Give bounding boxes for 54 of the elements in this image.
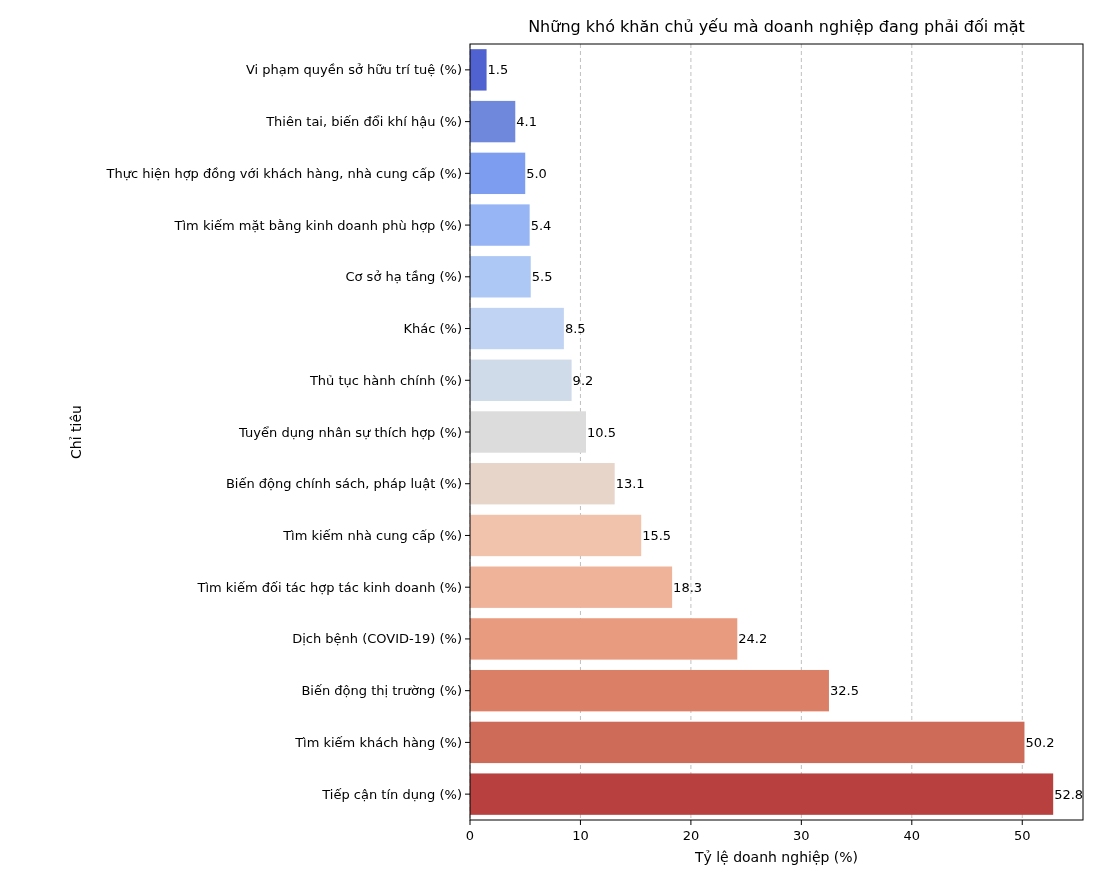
data-label: 5.0 — [526, 165, 547, 181]
x-tick-label: 30 — [793, 828, 810, 843]
bar — [470, 463, 615, 505]
bar — [470, 359, 572, 401]
bar — [470, 204, 530, 246]
bar — [470, 49, 487, 91]
data-label: 5.4 — [530, 217, 552, 233]
data-label: 1.5 — [487, 62, 509, 78]
y-tick-label: Vi phạm quyền sở hữu trí tuệ (%) — [245, 62, 462, 78]
x-tick-label: 40 — [903, 828, 921, 843]
data-label: 13.1 — [615, 476, 645, 492]
y-tick-label: Tìm kiếm nhà cung cấp (%) — [282, 527, 462, 543]
y-tick-label: Khác (%) — [403, 321, 462, 337]
bar — [470, 411, 586, 453]
data-label: 15.5 — [642, 527, 672, 543]
bar — [470, 100, 516, 143]
data-label: 24.2 — [738, 631, 768, 647]
data-label: 4.1 — [516, 114, 537, 130]
x-tick-label: 10 — [572, 828, 589, 843]
bar — [470, 307, 564, 350]
bar — [470, 721, 1025, 764]
data-label: 9.2 — [572, 372, 594, 388]
y-tick-label: Tìm kiếm khách hàng (%) — [294, 734, 462, 750]
data-label: 5.5 — [531, 269, 553, 285]
y-tick-label: Tìm kiếm đối tác hợp tác kinh doanh (%) — [196, 579, 462, 595]
data-label: 18.3 — [673, 579, 703, 595]
bar — [470, 566, 673, 608]
x-tick-label: 0 — [465, 828, 475, 843]
y-tick-label: Tuyển dụng nhân sự thích hợp (%) — [238, 424, 462, 440]
bar — [470, 256, 531, 298]
y-tick-label: Thực hiện hợp đồng với khách hàng, nhà cung cấp (%) — [105, 165, 462, 181]
y-tick-label: Tìm kiếm mặt bằng kinh doanh phù hợp (%) — [173, 217, 462, 233]
y-tick-label: Thủ tục hành chính (%) — [308, 372, 462, 388]
data-label: 50.2 — [1025, 734, 1055, 750]
bar — [470, 773, 1054, 815]
y-tick-label: Tiếp cận tín dụng (%) — [321, 786, 462, 802]
y-tick-label: Dịch bệnh (COVID-19) (%) — [292, 631, 462, 647]
data-label: 52.8 — [1054, 786, 1084, 802]
y-tick-label: Cơ sở hạ tầng (%) — [345, 269, 462, 285]
bar — [470, 669, 829, 712]
data-label: 32.5 — [829, 683, 859, 699]
x-axis-title: Tỷ lệ doanh nghiệp (%) — [693, 849, 859, 865]
y-axis-title: Chỉ tiêu — [67, 405, 84, 459]
y-tick-label: Thiên tai, biến đổi khí hậu (%) — [265, 114, 462, 130]
bar — [470, 618, 738, 660]
y-tick-label: Biến động chính sách, pháp luật (%) — [225, 476, 462, 492]
bar — [470, 514, 642, 557]
chart-title: Những khó khăn chủ yếu mà doanh nghiệp đang phải đối mặt — [528, 17, 1025, 36]
bar — [470, 152, 526, 195]
data-label: 10.5 — [586, 424, 616, 440]
x-tick-label: 20 — [682, 828, 700, 843]
y-tick-label: Biến động thị trường (%) — [301, 683, 462, 699]
data-label: 8.5 — [564, 321, 586, 337]
x-tick-label: 50 — [1013, 828, 1031, 843]
